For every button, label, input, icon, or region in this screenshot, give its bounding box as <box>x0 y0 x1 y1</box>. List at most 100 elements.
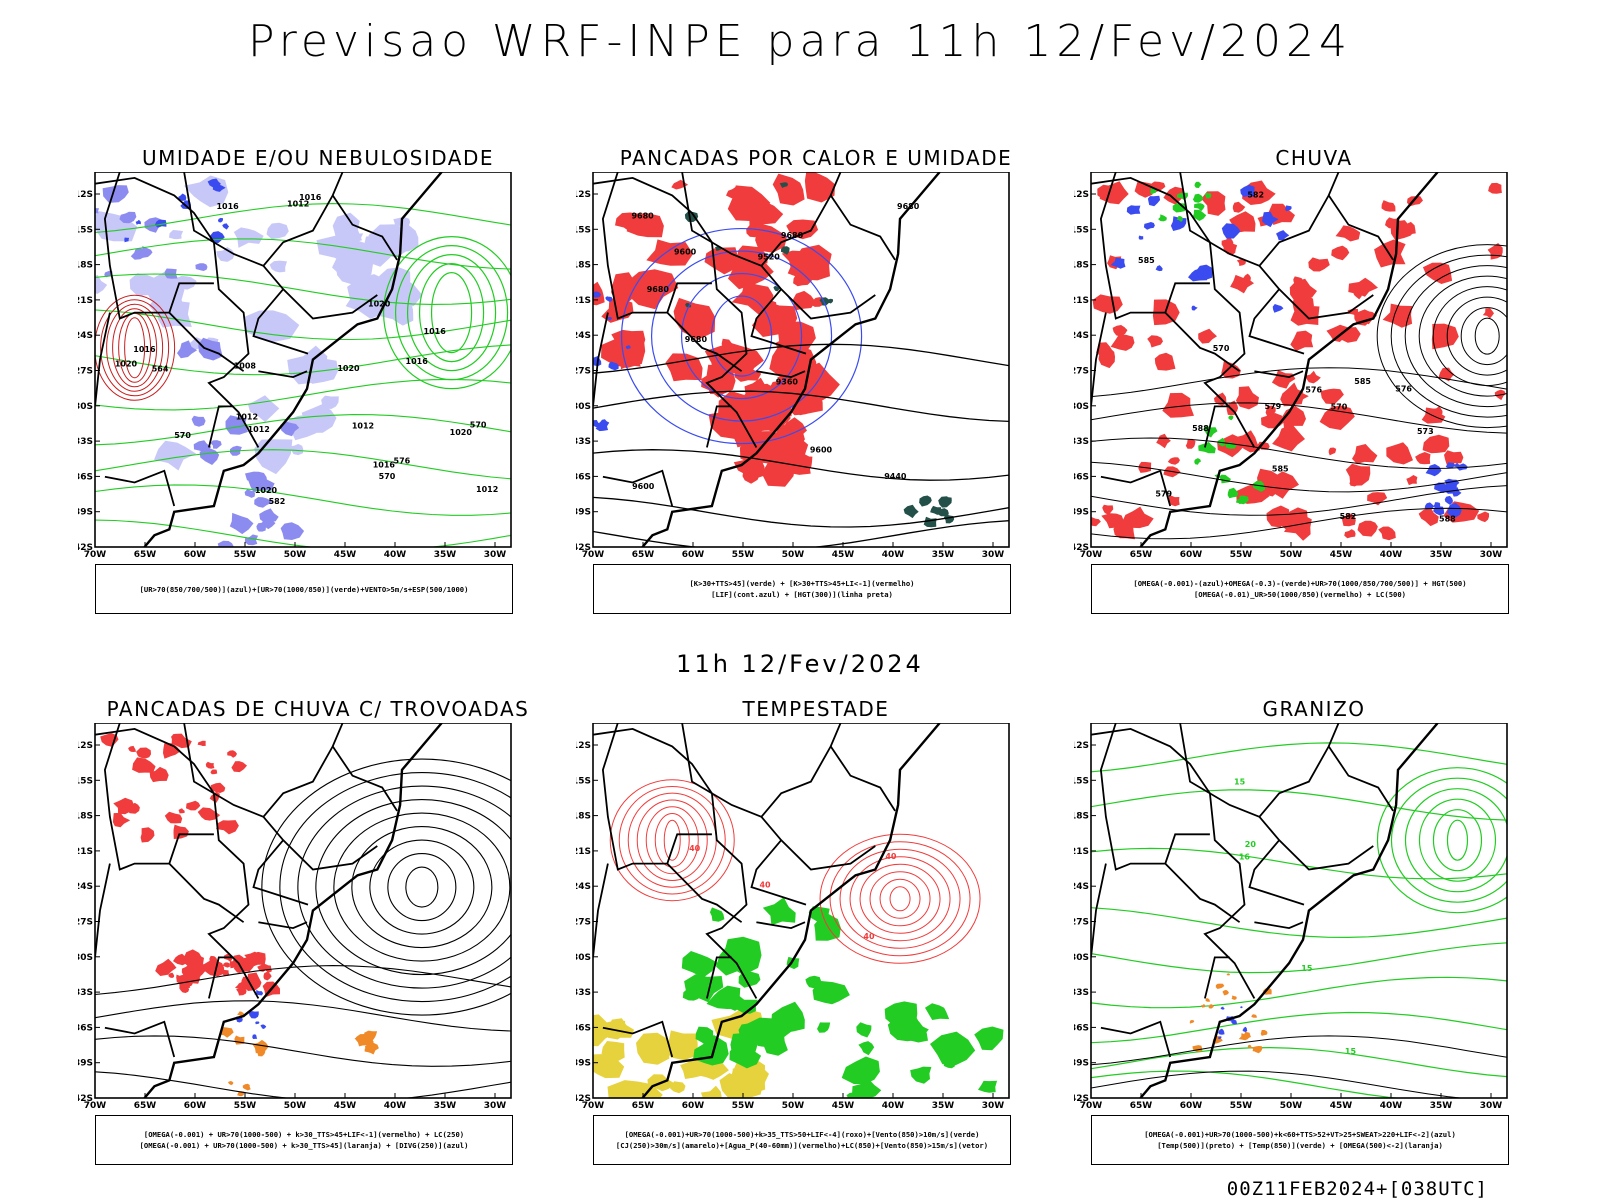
rain-area-green <box>1192 193 1204 203</box>
lat-label: 39S <box>1074 1059 1089 1069</box>
humidity-area-upper <box>198 337 223 361</box>
contour-label: 573 <box>1417 427 1434 436</box>
lat-label: 18S <box>1074 261 1089 271</box>
instability-area-red <box>665 353 703 382</box>
lif-area <box>595 421 609 432</box>
instability-area-red <box>772 173 805 206</box>
thickness-contour <box>100 299 170 397</box>
map-panel-2: PANCADAS POR CALOR E UMIDADE 9680 9680 9680… <box>576 146 1056 626</box>
humidity-contour-lower <box>95 203 511 234</box>
storm-area-red <box>238 964 247 970</box>
state-border <box>95 727 260 999</box>
lat-label: 27S <box>576 367 591 377</box>
rain-area-red <box>1167 457 1180 465</box>
coastline <box>143 723 443 1098</box>
state-border <box>258 921 308 930</box>
humidity-area-upper <box>233 227 264 248</box>
hail-area <box>1240 1006 1243 1009</box>
wind850-area-green <box>974 1026 1004 1051</box>
rain-area-red <box>1488 182 1502 194</box>
instability-area-red <box>708 404 755 440</box>
lat-label: 18S <box>78 261 93 271</box>
rain-area-red <box>1305 370 1321 384</box>
hgt500-contour <box>1446 296 1507 376</box>
storm-area-red <box>231 954 244 966</box>
storm-area-red <box>197 807 221 821</box>
coastline <box>1139 172 1439 547</box>
humidity-area-upper <box>95 208 99 214</box>
state-border <box>1099 723 1210 871</box>
streamline-250 <box>279 772 511 1003</box>
rain-area-red <box>1290 330 1314 351</box>
hail-area <box>1218 1036 1222 1040</box>
rain-area-blue <box>1453 462 1460 468</box>
precipitable-water-contour <box>889 886 911 912</box>
contour-label: 9600 <box>674 247 697 256</box>
lat-label: 27S <box>1074 918 1089 928</box>
rain-area-red <box>1431 323 1459 350</box>
contour-label: 570 <box>470 420 487 429</box>
rain-area-red <box>1168 495 1180 507</box>
lat-label: 33S <box>576 437 591 447</box>
lat-label: 12S <box>1074 190 1089 200</box>
contour-label: 582 <box>1247 190 1264 199</box>
storm-area-red <box>112 812 131 828</box>
thickness-contour <box>112 308 158 388</box>
state-border <box>760 265 876 320</box>
lat-label: 15S <box>576 776 591 786</box>
state-border <box>750 288 807 355</box>
rain-area-red <box>1308 257 1330 272</box>
contour-label: 1016 <box>216 202 239 211</box>
panel-title: UMIDADE E/OU NEBULOSIDADE <box>141 146 495 170</box>
humidity-area-upper <box>154 219 167 228</box>
lon-label: 40W <box>384 550 407 560</box>
storm-area-red <box>227 750 237 758</box>
state-border <box>593 863 609 958</box>
legend-line: [OMEGA(-0.001)+UR>70(1000-500)+k<60+TTS>… <box>1144 1130 1456 1139</box>
rain-area-red <box>1319 405 1355 430</box>
state-border <box>1258 265 1374 320</box>
lon-label: 55W <box>1230 1101 1253 1111</box>
temp850-contour <box>1091 742 1507 773</box>
lif-area <box>605 296 610 301</box>
storm-area-red <box>136 747 151 759</box>
lat-label: 27S <box>78 918 93 928</box>
storm-area-red <box>126 802 140 814</box>
wind850-area-green <box>852 1079 882 1098</box>
state-border <box>1164 862 1241 923</box>
hail-area <box>1242 1026 1248 1032</box>
rain-area-red <box>1353 289 1364 300</box>
humidity-contour-lower <box>95 273 511 305</box>
rain-area-blue <box>1272 304 1284 313</box>
humidity-area-upper <box>254 497 274 508</box>
omega500-area <box>1247 1044 1252 1049</box>
map-panel-5: TEMPESTADE 40 40 40 40 12S 15S 18S 21S 24S 27S 30S 3… <box>576 697 1056 1177</box>
panel-legend: [UR>70(850/700/500)](azul)+[UR>70(1000/8… <box>95 564 513 614</box>
state-border <box>593 312 609 407</box>
state-border <box>1204 956 1230 999</box>
rain-area-red <box>1289 278 1317 302</box>
lat-label: 36S <box>78 472 93 482</box>
rain-area-red <box>1242 273 1251 282</box>
legend-line: [OMEGA(-0.001) + UR>70(1000-500) + k>30_… <box>143 1130 465 1139</box>
rain-area-green <box>1158 214 1167 222</box>
contour-label: 9680 <box>647 285 670 294</box>
state-border <box>104 469 176 507</box>
rain-area-green <box>1192 209 1207 221</box>
humidity-area-upper <box>217 540 234 547</box>
humidity-area-upper <box>135 219 141 225</box>
lon-label: 30W <box>484 1101 507 1111</box>
rain-area-red <box>1357 520 1378 537</box>
instability-area-green <box>684 211 699 222</box>
rain-area-green <box>1236 495 1249 505</box>
temp850-contour <box>1418 798 1497 882</box>
legend-line: [CJ(250)>30m/s](amarelo)+[Agua_P(40-60mm… <box>615 1141 989 1150</box>
storm-area-red <box>178 808 185 814</box>
legend-line: [OMEGA(-0.001)+UR>70(1000-500)+k>35_TTS>… <box>624 1130 980 1139</box>
rain-area-red <box>1331 245 1350 261</box>
rain-area-blue <box>1191 305 1198 311</box>
lat-label: 30S <box>78 953 93 963</box>
state-border <box>208 405 234 448</box>
humidity-area-upper <box>247 395 280 422</box>
precipitable-water-contour <box>819 833 981 964</box>
